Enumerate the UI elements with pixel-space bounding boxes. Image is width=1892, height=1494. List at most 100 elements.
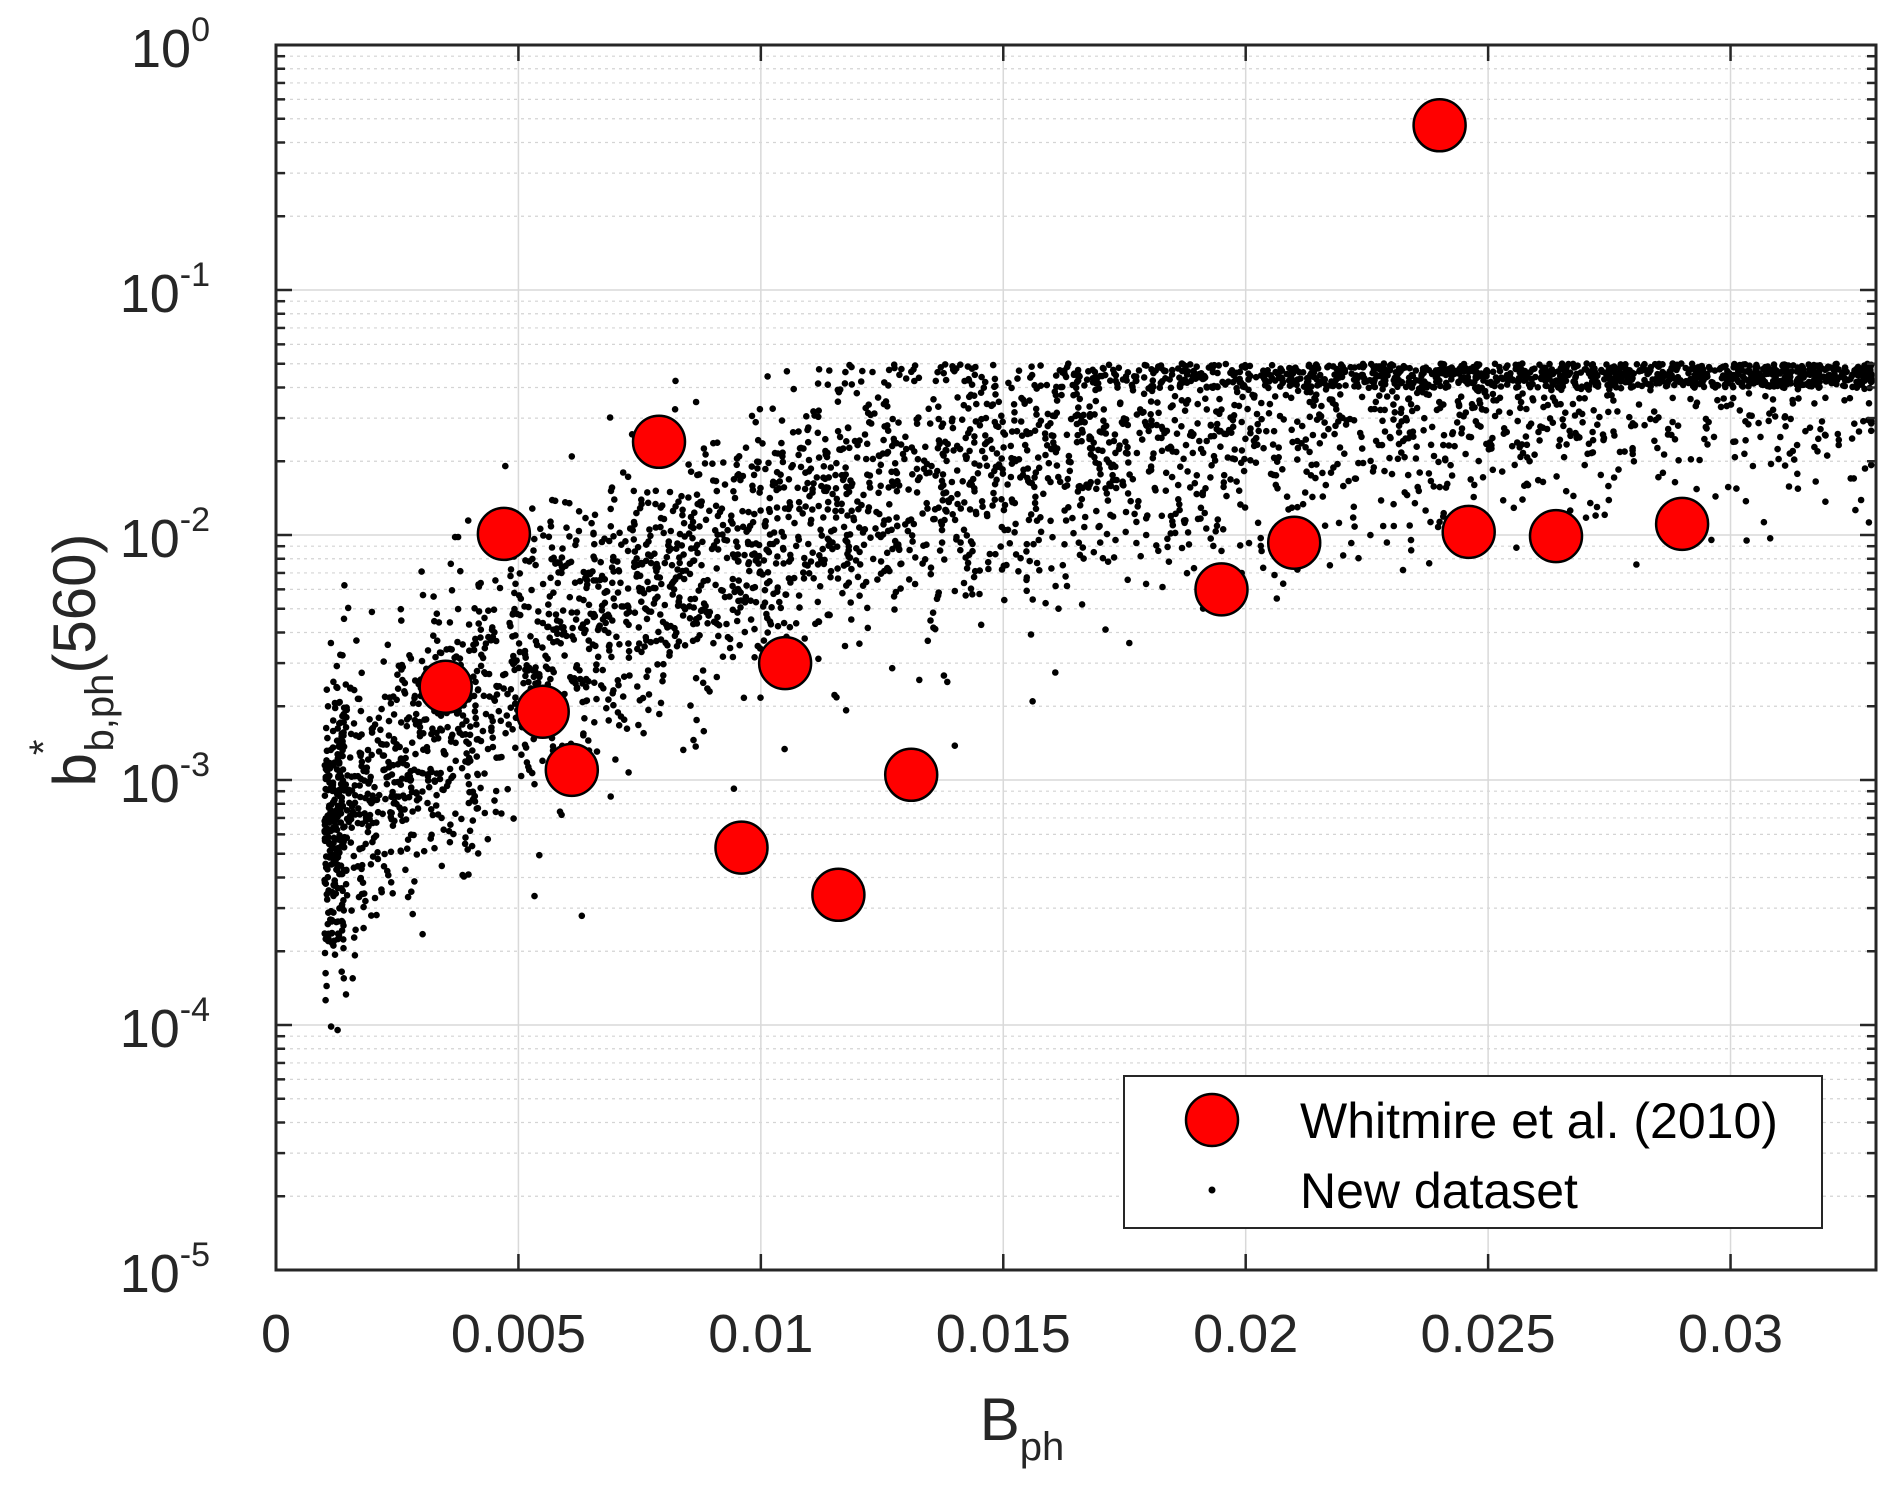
new-dataset-point (322, 765, 330, 773)
new-dataset-point (763, 579, 771, 587)
new-dataset-point (1335, 519, 1343, 527)
new-dataset-point (390, 738, 398, 745)
new-dataset-point (1705, 363, 1713, 371)
new-dataset-point (764, 373, 771, 380)
new-dataset-point (674, 566, 681, 573)
new-dataset-point (990, 489, 997, 497)
new-dataset-point (976, 590, 983, 598)
new-dataset-point (1052, 372, 1060, 379)
new-dataset-point (713, 620, 721, 627)
y-tick-base: 10 (120, 509, 180, 569)
new-dataset-point (333, 737, 341, 744)
new-dataset-point (1351, 523, 1358, 530)
new-dataset-point (1704, 441, 1711, 448)
new-dataset-point (863, 440, 871, 448)
new-dataset-point (1647, 415, 1654, 423)
new-dataset-point (585, 678, 592, 685)
new-dataset-point (617, 713, 625, 720)
new-dataset-point (548, 555, 555, 563)
new-dataset-point (357, 775, 365, 783)
new-dataset-point (1061, 483, 1069, 491)
new-dataset-point (802, 503, 809, 510)
new-dataset-point (555, 569, 562, 576)
new-dataset-point (827, 528, 835, 535)
new-dataset-point (723, 537, 731, 544)
new-dataset-point (1265, 384, 1272, 392)
new-dataset-point (782, 591, 789, 598)
new-dataset-point (1294, 437, 1301, 445)
new-dataset-point (1042, 599, 1049, 607)
new-dataset-point (1176, 374, 1183, 382)
new-dataset-point (610, 687, 617, 694)
new-dataset-point (338, 885, 345, 892)
new-dataset-point (776, 598, 783, 606)
new-dataset-point (1167, 530, 1174, 537)
new-dataset-point (477, 662, 485, 670)
new-dataset-point (442, 751, 449, 758)
new-dataset-point (1269, 441, 1277, 448)
new-dataset-point (940, 452, 947, 459)
new-dataset-point (411, 692, 419, 700)
new-dataset-point (880, 436, 887, 444)
new-dataset-point (459, 721, 466, 728)
new-dataset-point (405, 714, 413, 721)
new-dataset-point (1096, 522, 1103, 530)
new-dataset-point (324, 734, 331, 742)
new-dataset-point (1499, 375, 1507, 383)
new-dataset-point (1109, 462, 1117, 470)
new-dataset-point (1242, 435, 1249, 443)
new-dataset-point (358, 758, 366, 766)
new-dataset-point (479, 727, 487, 735)
new-dataset-point (834, 398, 842, 406)
new-dataset-point (1355, 554, 1362, 562)
new-dataset-point (680, 519, 688, 527)
new-dataset-point (1629, 420, 1637, 427)
new-dataset-point (711, 527, 719, 534)
new-dataset-point (323, 982, 330, 990)
new-dataset-point (1405, 395, 1413, 402)
new-dataset-point (735, 577, 742, 584)
new-dataset-point (750, 471, 758, 479)
new-dataset-point (1390, 522, 1398, 530)
new-dataset-point (375, 748, 383, 755)
new-dataset-point (754, 436, 762, 444)
new-dataset-point (1326, 562, 1334, 569)
new-dataset-point (949, 511, 956, 518)
new-dataset-point (1325, 425, 1332, 433)
new-dataset-point (556, 808, 564, 815)
new-dataset-point (1143, 422, 1150, 430)
new-dataset-point (991, 383, 998, 391)
new-dataset-point (1049, 533, 1056, 541)
new-dataset-point (547, 574, 554, 582)
new-dataset-point (1395, 440, 1403, 448)
new-dataset-point (480, 692, 488, 700)
new-dataset-point (869, 455, 877, 463)
new-dataset-point (1019, 396, 1027, 404)
new-dataset-point (960, 526, 968, 534)
new-dataset-point (356, 695, 363, 703)
new-dataset-point (1092, 397, 1100, 405)
new-dataset-point (1379, 522, 1387, 530)
new-dataset-point (934, 444, 942, 452)
new-dataset-point (424, 799, 431, 807)
new-dataset-point (1238, 418, 1245, 426)
new-dataset-point (471, 605, 478, 612)
new-dataset-point (1457, 393, 1465, 401)
new-dataset-point (993, 476, 1000, 484)
new-dataset-point (1712, 493, 1719, 500)
new-dataset-point (1237, 501, 1244, 508)
new-dataset-point (940, 672, 948, 679)
new-dataset-point (1386, 433, 1394, 441)
new-dataset-point (971, 433, 978, 440)
new-dataset-point (801, 485, 809, 493)
new-dataset-point (414, 768, 422, 776)
new-dataset-point (1358, 393, 1366, 401)
new-dataset-point (1436, 483, 1443, 491)
new-dataset-point (324, 703, 332, 710)
new-dataset-point (342, 880, 350, 888)
new-dataset-point (1436, 518, 1443, 526)
new-dataset-point (1427, 518, 1434, 526)
new-dataset-point (611, 496, 618, 503)
new-dataset-point (1282, 391, 1290, 399)
new-dataset-point (1105, 439, 1113, 446)
